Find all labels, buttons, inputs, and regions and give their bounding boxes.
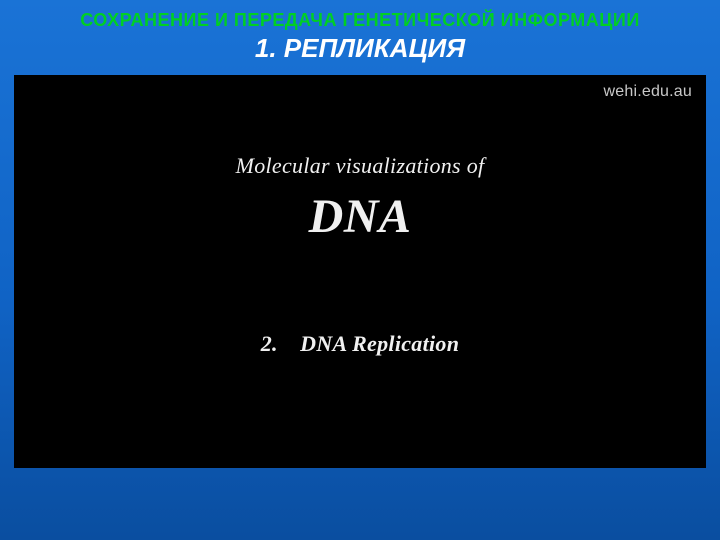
watermark: wehi.edu.au (604, 83, 693, 101)
slide-header: СОХРАНЕНИЕ И ПЕРЕДАЧА ГЕНЕТИЧЕСКОЙ ИНФОР… (0, 0, 720, 65)
slide-supertitle: СОХРАНЕНИЕ И ПЕРЕДАЧА ГЕНЕТИЧЕСКОЙ ИНФОР… (0, 8, 720, 32)
video-title-line2: DNA (14, 189, 706, 244)
video-title-line1: Molecular visualizations of (14, 153, 706, 179)
slide-title: 1. РЕПЛИКАЦИЯ (0, 32, 720, 65)
video-title-block: Molecular visualizations of DNA (14, 153, 706, 244)
video-frame: wehi.edu.au Molecular visualizations of … (14, 75, 706, 468)
video-caption: 2. DNA Replication (14, 331, 706, 357)
slide: СОХРАНЕНИЕ И ПЕРЕДАЧА ГЕНЕТИЧЕСКОЙ ИНФОР… (0, 0, 720, 540)
